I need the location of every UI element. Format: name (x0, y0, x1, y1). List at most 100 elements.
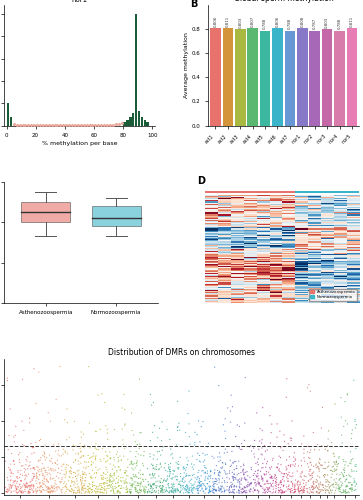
Point (345, 488, 351, 496)
Point (174, 472, 180, 480)
Point (107, 455, 113, 463)
Point (59, 474, 65, 482)
Point (166, 484, 172, 492)
Point (216, 487, 222, 495)
Point (160, 443, 166, 451)
Point (237, 487, 242, 495)
Point (224, 474, 230, 482)
Bar (223, 28, 233, 126)
Point (331, 452, 337, 460)
Point (168, 468, 174, 475)
Point (200, 487, 206, 495)
Point (44, 483, 50, 491)
Point (188, 480, 194, 488)
Point (329, 438, 335, 446)
Point (273, 478, 278, 486)
Point (47, 485, 53, 493)
Point (44, 488, 50, 496)
Point (240, 465, 246, 473)
Point (278, 478, 284, 486)
Point (290, 472, 296, 480)
Point (270, 456, 276, 464)
Point (29, 486, 35, 494)
Point (4, 486, 10, 494)
Point (348, 434, 354, 442)
Point (247, 488, 253, 496)
Point (25, 470, 31, 478)
Point (279, 489, 285, 497)
Point (175, 464, 180, 472)
Point (22, 468, 28, 476)
Point (150, 461, 156, 469)
Point (81, 470, 86, 478)
Point (70, 489, 76, 497)
Point (107, 478, 113, 486)
Point (50, 482, 56, 490)
Point (18, 483, 24, 491)
Point (268, 473, 274, 481)
Point (183, 472, 189, 480)
Point (311, 478, 317, 486)
Point (76, 486, 82, 494)
Point (286, 486, 292, 494)
Point (291, 484, 297, 492)
Point (323, 476, 329, 484)
Point (242, 484, 248, 492)
Point (111, 477, 117, 485)
Point (55, 468, 61, 476)
Point (280, 482, 286, 490)
Point (216, 484, 222, 492)
Bar (322, 29, 333, 126)
Point (127, 460, 133, 468)
Point (248, 480, 253, 488)
Point (194, 456, 200, 464)
Point (324, 486, 330, 494)
Point (305, 448, 310, 456)
Point (65, 486, 71, 494)
Point (75, 487, 81, 495)
Point (222, 486, 228, 494)
Point (140, 462, 146, 469)
Point (133, 484, 139, 492)
Point (6, 481, 12, 489)
Bar (308, 191, 321, 193)
Point (29, 450, 35, 458)
Point (107, 471, 113, 479)
Point (80, 485, 86, 493)
Point (174, 476, 180, 484)
Point (300, 484, 306, 492)
Point (30, 474, 36, 482)
Point (41, 464, 47, 472)
Point (291, 448, 297, 456)
Point (256, 475, 262, 483)
Point (262, 471, 268, 479)
Point (136, 486, 142, 494)
Point (254, 409, 260, 417)
Point (105, 480, 110, 488)
Point (33, 489, 39, 497)
Point (344, 488, 350, 496)
Point (41, 478, 47, 486)
Point (164, 426, 170, 434)
Point (251, 444, 257, 452)
Point (349, 484, 355, 492)
Point (349, 430, 355, 438)
Point (336, 476, 342, 484)
Point (174, 484, 180, 492)
Point (129, 474, 135, 482)
Point (85, 482, 91, 490)
Point (35, 466, 41, 474)
Point (153, 488, 159, 496)
Point (134, 488, 140, 496)
Point (86, 480, 92, 488)
Point (37, 484, 43, 492)
Point (322, 470, 327, 478)
Point (207, 487, 213, 495)
Point (124, 486, 130, 494)
Point (44, 484, 49, 492)
Point (17, 449, 23, 457)
Point (122, 420, 128, 428)
Point (208, 488, 213, 496)
Point (306, 442, 312, 450)
Point (144, 464, 150, 472)
